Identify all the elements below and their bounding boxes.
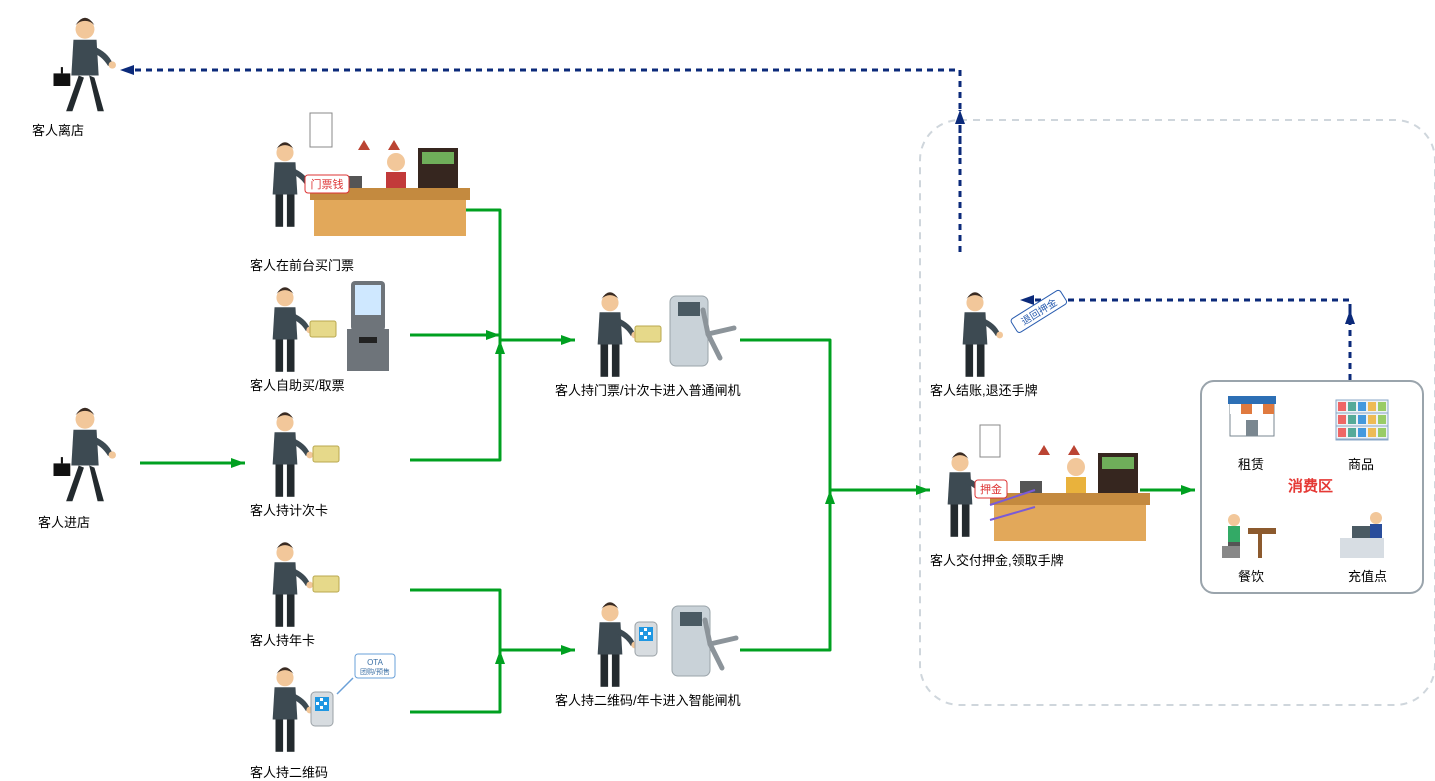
label-kiosk: 客人自助买/取票 [250,375,345,394]
node-year-card [255,530,405,640]
label-enter: 客人进店 [38,512,90,531]
consumption-zone: 消费区 租赁 商品餐饮 充值点 [1200,380,1424,594]
zone-title: 消费区 [1288,475,1333,496]
node-buy-desk: 门票钱 [255,105,475,265]
label-topup: 充值点 [1348,566,1387,585]
label-deposit: 客人交付押金,领取手牌 [930,550,1064,569]
label-buy-desk: 客人在前台买门票 [250,255,354,274]
node-enter [40,400,160,520]
node-leave [40,10,160,130]
node-qrcode: OTA团购/预售 [255,650,425,770]
label-goods: 商品 [1348,454,1374,473]
svg-text:团购/预售: 团购/预售 [360,667,390,676]
label-year-card: 客人持年卡 [250,630,315,649]
svg-text:门票钱: 门票钱 [311,177,344,191]
label-rent: 租赁 [1238,454,1264,473]
label-gate1: 客人持门票/计次卡进入普通闸机 [555,380,741,399]
label-qrcode: 客人持二维码 [250,762,328,781]
label-leave: 客人离店 [32,120,84,139]
svg-text:OTA: OTA [367,658,384,667]
label-food: 餐饮 [1238,566,1264,585]
flow-diagram: 客人离店客人进店门票钱客人在前台买门票客人自助买/取票客人持计次卡客人持年卡OT… [0,0,1435,771]
label-count-card: 客人持计次卡 [250,500,328,519]
node-count-card [255,400,405,510]
svg-text:押金: 押金 [980,482,1002,496]
label-checkout: 客人结账,退还手牌 [930,380,1038,399]
node-deposit: 押金 [935,395,1155,565]
label-gate2: 客人持二维码/年卡进入智能闸机 [555,690,741,709]
